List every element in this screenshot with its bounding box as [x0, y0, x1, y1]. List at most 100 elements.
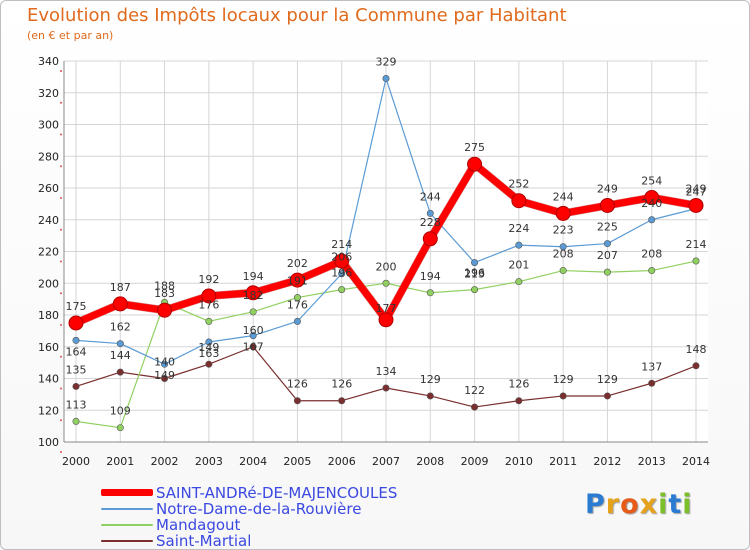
- y-minor-tick: [60, 292, 62, 295]
- data-point: [515, 241, 523, 249]
- x-tick-label: 2013: [638, 455, 666, 468]
- data-point: [68, 315, 84, 331]
- data-label: 126: [287, 378, 308, 391]
- data-point: [378, 312, 394, 328]
- data-point: [382, 279, 390, 287]
- data-label: 109: [110, 405, 131, 418]
- data-point: [157, 302, 173, 318]
- data-label: 129: [420, 373, 441, 386]
- data-point: [603, 392, 611, 400]
- data-label: 224: [508, 222, 529, 235]
- data-label: 167: [243, 341, 264, 354]
- data-label: 196: [464, 267, 485, 280]
- legend-label-saint-andre: SAINT-ANDRé-DE-MAJENCOULES: [156, 484, 398, 502]
- x-tick-label: 2014: [682, 455, 710, 468]
- data-point: [205, 338, 213, 346]
- legend-label-notre-dame: Notre-Dame-de-la-Rouvière: [156, 500, 362, 518]
- y-tick-label: 260: [38, 182, 59, 195]
- data-label: 149: [154, 369, 175, 382]
- data-label: 252: [508, 178, 529, 191]
- data-label: 176: [198, 298, 219, 311]
- data-label: 275: [464, 141, 485, 154]
- x-tick-label: 2001: [106, 455, 134, 468]
- data-label: 228: [420, 216, 441, 229]
- y-tick-label: 160: [38, 341, 59, 354]
- y-tick-label: 300: [38, 119, 59, 132]
- y-tick-label: 320: [38, 87, 59, 100]
- data-point: [422, 231, 438, 247]
- data-point: [293, 317, 301, 325]
- data-point: [648, 267, 656, 275]
- data-point: [205, 317, 213, 325]
- data-point: [467, 156, 483, 172]
- data-point: [201, 288, 217, 304]
- data-point: [603, 268, 611, 276]
- data-label: 200: [376, 260, 397, 273]
- data-point: [249, 343, 257, 351]
- data-point: [249, 308, 257, 316]
- data-point: [161, 374, 169, 382]
- data-label: 244: [553, 190, 574, 203]
- data-label: 177: [376, 302, 397, 315]
- data-point: [426, 289, 434, 297]
- y-tick-label: 280: [38, 150, 59, 163]
- data-point: [72, 417, 80, 425]
- x-tick-label: 2010: [505, 455, 533, 468]
- data-label: 129: [553, 373, 574, 386]
- y-minor-tick: [60, 260, 62, 263]
- x-tick-label: 2000: [62, 455, 90, 468]
- y-minor-tick: [60, 355, 62, 358]
- data-point: [692, 362, 700, 370]
- data-point: [245, 285, 261, 301]
- data-label: 191: [287, 275, 308, 288]
- legend-swatch-mandagout: [101, 524, 153, 526]
- data-point: [559, 267, 567, 275]
- data-point: [161, 360, 169, 368]
- data-label: 249: [686, 182, 707, 195]
- x-tick-label: 2008: [416, 455, 444, 468]
- data-label: 126: [331, 378, 352, 391]
- y-tick-label: 220: [38, 246, 59, 259]
- data-point: [471, 286, 479, 294]
- data-point: [116, 424, 124, 432]
- data-point: [603, 240, 611, 248]
- data-point: [471, 259, 479, 267]
- data-label: 162: [110, 321, 131, 334]
- data-point: [559, 392, 567, 400]
- data-point: [555, 205, 571, 221]
- logo-letter: i: [682, 489, 693, 520]
- data-label: 223: [553, 224, 574, 237]
- data-point: [426, 392, 434, 400]
- y-minor-tick: [60, 197, 62, 199]
- legend-label-mandagout: Mandagout: [156, 516, 241, 534]
- data-label: 187: [110, 281, 131, 294]
- data-point: [648, 379, 656, 387]
- x-tick-label: 2012: [593, 455, 621, 468]
- data-label: 129: [597, 373, 618, 386]
- x-tick-label: 2009: [461, 455, 489, 468]
- data-point: [116, 368, 124, 376]
- data-point: [249, 332, 257, 340]
- x-tick-label: 2002: [151, 455, 179, 468]
- data-point: [338, 397, 346, 405]
- data-point: [382, 384, 390, 392]
- y-minor-tick: [60, 228, 62, 231]
- legend-swatch-notre-dame: [101, 508, 153, 510]
- y-tick-label: 120: [38, 404, 59, 417]
- logo-letter: r: [605, 489, 621, 520]
- chart-title: Evolution des Impôts locaux pour la Comm…: [27, 5, 567, 26]
- data-point: [338, 270, 346, 278]
- data-label: 214: [686, 238, 707, 251]
- data-label: 329: [376, 55, 397, 68]
- data-label: 208: [553, 248, 574, 261]
- data-label: 213: [464, 268, 485, 281]
- y-minor-tick: [60, 70, 62, 72]
- data-label: 183: [154, 287, 175, 300]
- x-tick-label: 2005: [283, 455, 311, 468]
- y-tick-label: 200: [38, 277, 59, 290]
- data-point: [112, 296, 128, 312]
- data-label: 148: [686, 343, 707, 356]
- data-point: [382, 74, 390, 82]
- data-label: 196: [331, 267, 352, 280]
